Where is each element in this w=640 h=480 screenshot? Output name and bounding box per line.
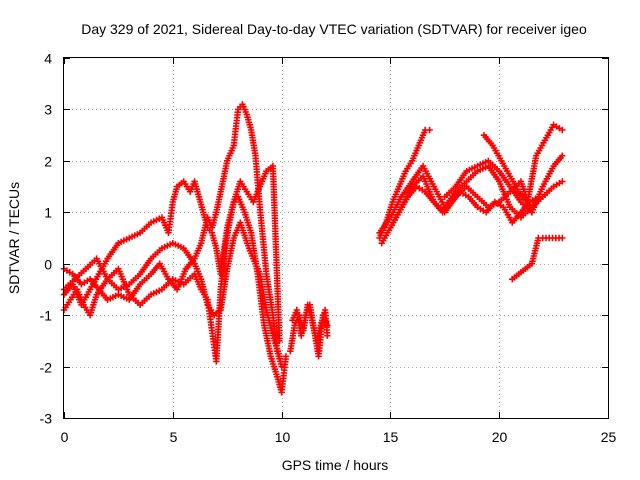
- data-point-marker: [282, 353, 290, 360]
- x-tick-label: 10: [275, 429, 291, 445]
- x-tick-label: 15: [383, 429, 399, 445]
- data-point-marker: [559, 126, 566, 134]
- x-tick-label: 5: [170, 429, 178, 445]
- data-point-marker: [324, 322, 331, 329]
- y-tick-label: 1: [44, 205, 52, 221]
- y-tick-label: 3: [44, 102, 52, 118]
- y-tick-label: -3: [40, 411, 53, 427]
- series-track-g: [376, 126, 433, 242]
- y-tick-label: 4: [44, 51, 52, 67]
- data-point-marker: [559, 178, 566, 185]
- x-tick-label: 0: [61, 429, 69, 445]
- chart-title: Day 329 of 2021, Sidereal Day-to-day VTE…: [81, 21, 587, 37]
- series-track-m: [509, 234, 566, 283]
- data-point-marker: [559, 152, 566, 159]
- y-tick-label: 0: [44, 257, 52, 273]
- y-tick-label: -1: [40, 308, 53, 324]
- y-tick-label: -2: [40, 360, 53, 376]
- data-point-marker: [276, 353, 283, 360]
- grid-lines: [64, 58, 608, 418]
- x-tick-label: 25: [601, 429, 617, 445]
- data-marks: [60, 101, 566, 396]
- series-track-c: [60, 162, 283, 345]
- series-track-b: [60, 193, 290, 396]
- series-track-f: [289, 301, 331, 360]
- data-point-marker: [426, 126, 433, 134]
- x-tick-label: 20: [492, 429, 508, 445]
- series-track-d: [60, 219, 283, 360]
- data-point-marker: [559, 234, 566, 242]
- series-track-k: [441, 152, 566, 216]
- series-track-j: [387, 173, 536, 231]
- y-tick-label: 2: [44, 154, 52, 170]
- data-point-marker: [324, 332, 331, 339]
- axes: 0 5 10 15 20 25 -3 -2 -1 0 1 2 3 4: [40, 51, 617, 446]
- y-axis-label: SDTVAR / TECUs: [6, 182, 22, 294]
- x-axis-label: GPS time / hours: [282, 457, 389, 473]
- series-track-l: [480, 121, 566, 206]
- plot-frame: [63, 57, 609, 419]
